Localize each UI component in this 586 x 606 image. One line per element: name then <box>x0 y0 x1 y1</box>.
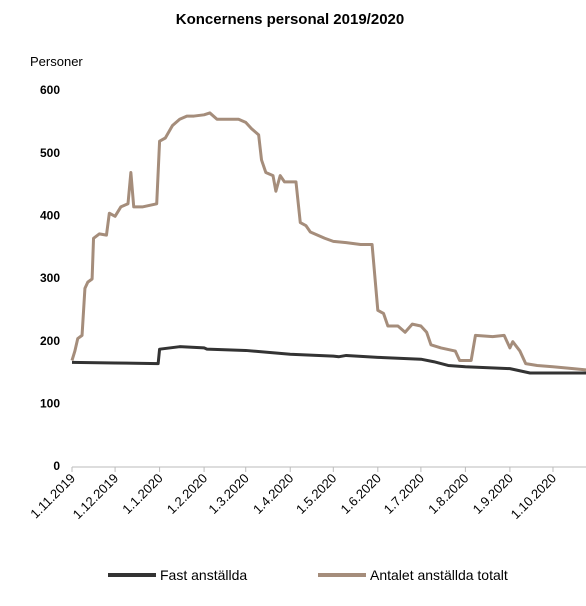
x-tick-label: 1.6.2020 <box>338 471 384 517</box>
series-line <box>70 111 586 372</box>
legend-label: Antalet anställda totalt <box>370 567 508 583</box>
y-tick-label: 400 <box>40 209 60 223</box>
x-tick-label: 1.2.2020 <box>164 471 210 517</box>
x-tick-label: 1.3.2020 <box>205 471 251 517</box>
y-tick-label: 500 <box>40 146 60 160</box>
y-tick-label: 600 <box>40 83 60 97</box>
x-tick-label: 1.1.2020 <box>119 471 165 517</box>
y-tick-label: 300 <box>40 271 60 285</box>
x-tick-label: 1.7.2020 <box>381 471 427 517</box>
x-tick-label: 1.11.2019 <box>27 471 78 522</box>
y-tick-label: 100 <box>40 397 60 411</box>
x-tick-label: 1.10.2020 <box>508 471 560 523</box>
y-axis-label: Personer <box>30 54 83 69</box>
chart-title: Koncernens personal 2019/2020 <box>176 11 404 28</box>
y-tick-label: 200 <box>40 334 60 348</box>
y-tick-label: 0 <box>53 459 60 473</box>
x-tick-label: 1.5.2020 <box>293 471 339 517</box>
legend-label: Fast anställda <box>160 567 247 583</box>
x-tick-label: 1.4.2020 <box>250 471 296 517</box>
x-tick-label: 1.8.2020 <box>425 471 471 517</box>
x-tick-label: 1.12.2019 <box>70 471 122 523</box>
series-line <box>71 345 586 375</box>
